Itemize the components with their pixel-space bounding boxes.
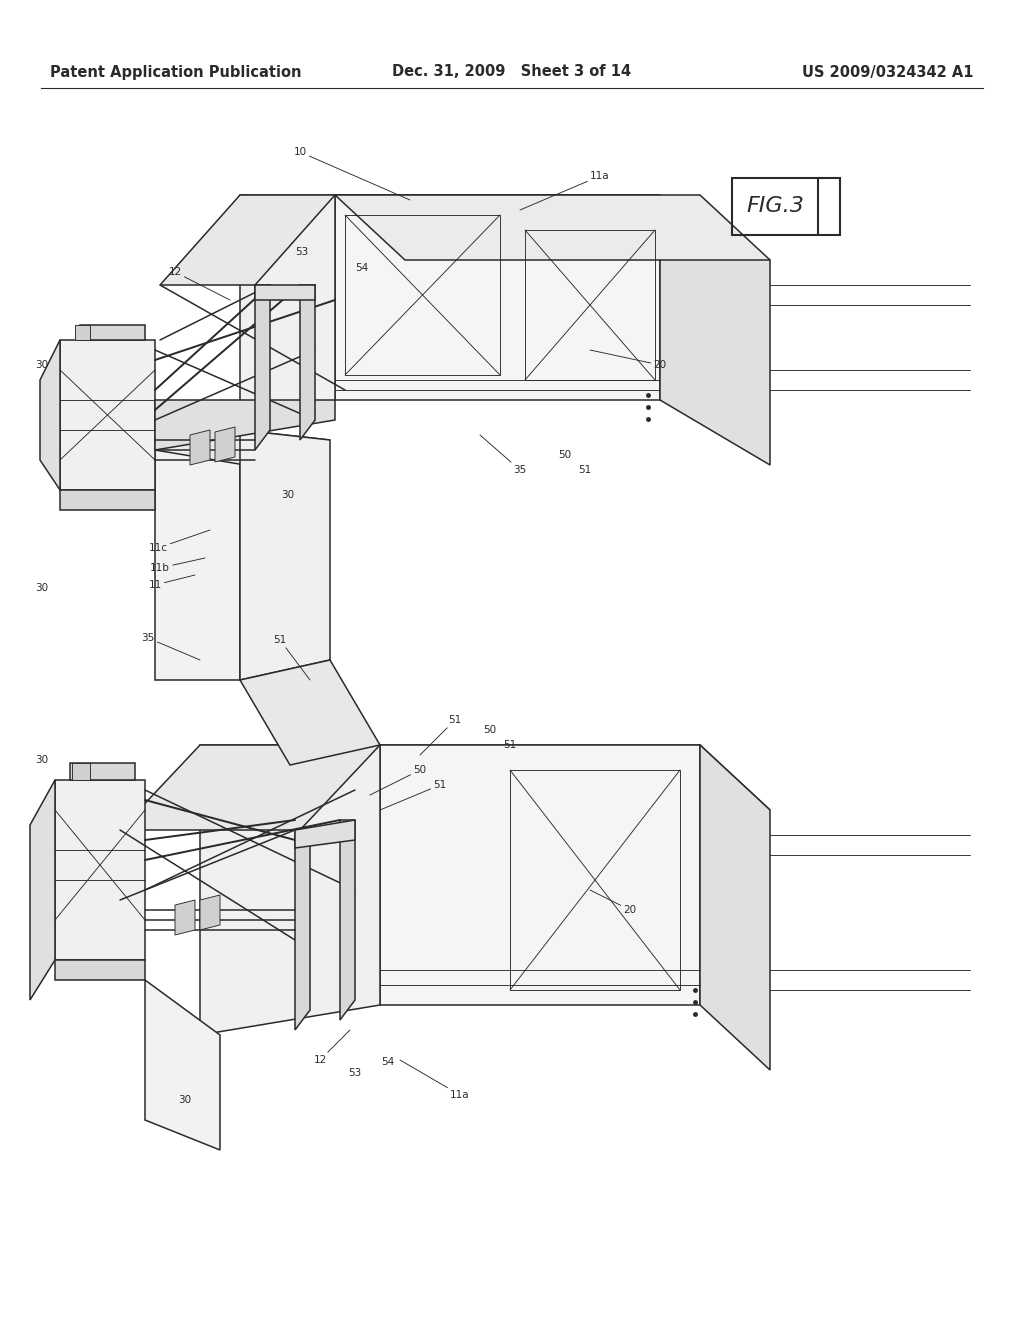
Text: 35: 35 [480, 436, 526, 475]
Text: 54: 54 [355, 263, 369, 273]
Polygon shape [255, 285, 270, 450]
Text: 51: 51 [579, 465, 592, 475]
Polygon shape [155, 400, 335, 450]
Text: 51: 51 [504, 741, 517, 750]
Polygon shape [60, 341, 155, 490]
Polygon shape [240, 430, 330, 680]
Text: 11a: 11a [520, 172, 610, 210]
Polygon shape [40, 341, 60, 490]
Text: 10: 10 [294, 147, 410, 201]
Polygon shape [55, 960, 145, 979]
Polygon shape [72, 763, 90, 780]
Polygon shape [155, 430, 240, 680]
Text: 35: 35 [141, 634, 200, 660]
Text: 54: 54 [381, 1057, 394, 1067]
Polygon shape [295, 830, 310, 1030]
Text: 50: 50 [370, 766, 427, 795]
Polygon shape [700, 744, 770, 1071]
Text: 50: 50 [483, 725, 497, 735]
Polygon shape [335, 195, 660, 400]
Polygon shape [215, 426, 234, 462]
Text: 51: 51 [273, 635, 310, 680]
Text: 53: 53 [295, 247, 308, 257]
Text: 20: 20 [590, 350, 667, 370]
Text: 11: 11 [148, 576, 195, 590]
Text: FIG.3: FIG.3 [746, 195, 804, 216]
Polygon shape [335, 195, 770, 260]
Text: 30: 30 [36, 755, 48, 766]
Text: 11c: 11c [148, 531, 210, 553]
Polygon shape [70, 763, 135, 780]
Polygon shape [240, 195, 335, 430]
Polygon shape [380, 744, 700, 1005]
Text: 53: 53 [348, 1068, 361, 1078]
Text: 30: 30 [194, 420, 255, 450]
Text: 11a: 11a [400, 1060, 470, 1100]
Text: US 2009/0324342 A1: US 2009/0324342 A1 [803, 65, 974, 79]
Polygon shape [120, 744, 380, 830]
Polygon shape [295, 820, 355, 847]
Text: 11b: 11b [151, 558, 205, 573]
Text: Patent Application Publication: Patent Application Publication [50, 65, 301, 79]
Polygon shape [80, 325, 145, 341]
Polygon shape [200, 744, 380, 1035]
Text: 51: 51 [420, 715, 462, 755]
Polygon shape [200, 895, 220, 931]
Polygon shape [380, 744, 770, 810]
Polygon shape [335, 195, 660, 310]
Polygon shape [190, 430, 210, 465]
Polygon shape [240, 660, 380, 766]
Text: 12: 12 [313, 1030, 350, 1065]
Polygon shape [30, 780, 55, 1001]
Polygon shape [145, 979, 220, 1150]
Polygon shape [300, 285, 315, 440]
Polygon shape [660, 195, 770, 465]
Text: 30: 30 [178, 1096, 191, 1105]
Polygon shape [155, 430, 330, 465]
Text: 12: 12 [168, 267, 230, 300]
Polygon shape [255, 285, 315, 300]
Text: 50: 50 [558, 450, 571, 459]
Polygon shape [55, 780, 145, 960]
Text: 51: 51 [380, 780, 446, 810]
Text: 30: 30 [36, 583, 48, 593]
Text: 30: 30 [282, 490, 295, 500]
Polygon shape [340, 820, 355, 1020]
Text: 30: 30 [36, 360, 48, 370]
Polygon shape [160, 195, 335, 285]
Polygon shape [60, 490, 155, 510]
Polygon shape [75, 325, 90, 341]
Text: Dec. 31, 2009   Sheet 3 of 14: Dec. 31, 2009 Sheet 3 of 14 [392, 65, 632, 79]
Polygon shape [175, 900, 195, 935]
Text: 20: 20 [590, 890, 637, 915]
